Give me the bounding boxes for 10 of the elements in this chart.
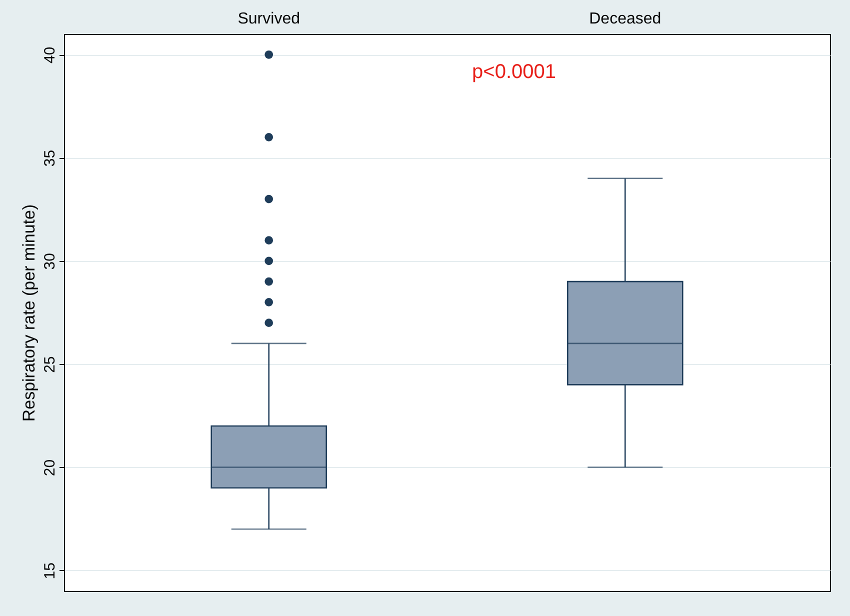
x-tick-label: Deceased [589, 10, 662, 28]
y-tick-label: 20 [42, 459, 58, 476]
x-tick-label: Survived [238, 10, 300, 28]
annotation: p<0.0001 [472, 61, 556, 83]
y-tick-label: 25 [42, 356, 58, 373]
y-tick-label: 30 [42, 253, 58, 270]
y-tick-label: 15 [42, 562, 58, 580]
y-axis-title: Respiratory rate (per minute) [20, 204, 38, 422]
y-tick-label: 40 [42, 46, 58, 64]
y-tick-label: 35 [42, 150, 58, 167]
